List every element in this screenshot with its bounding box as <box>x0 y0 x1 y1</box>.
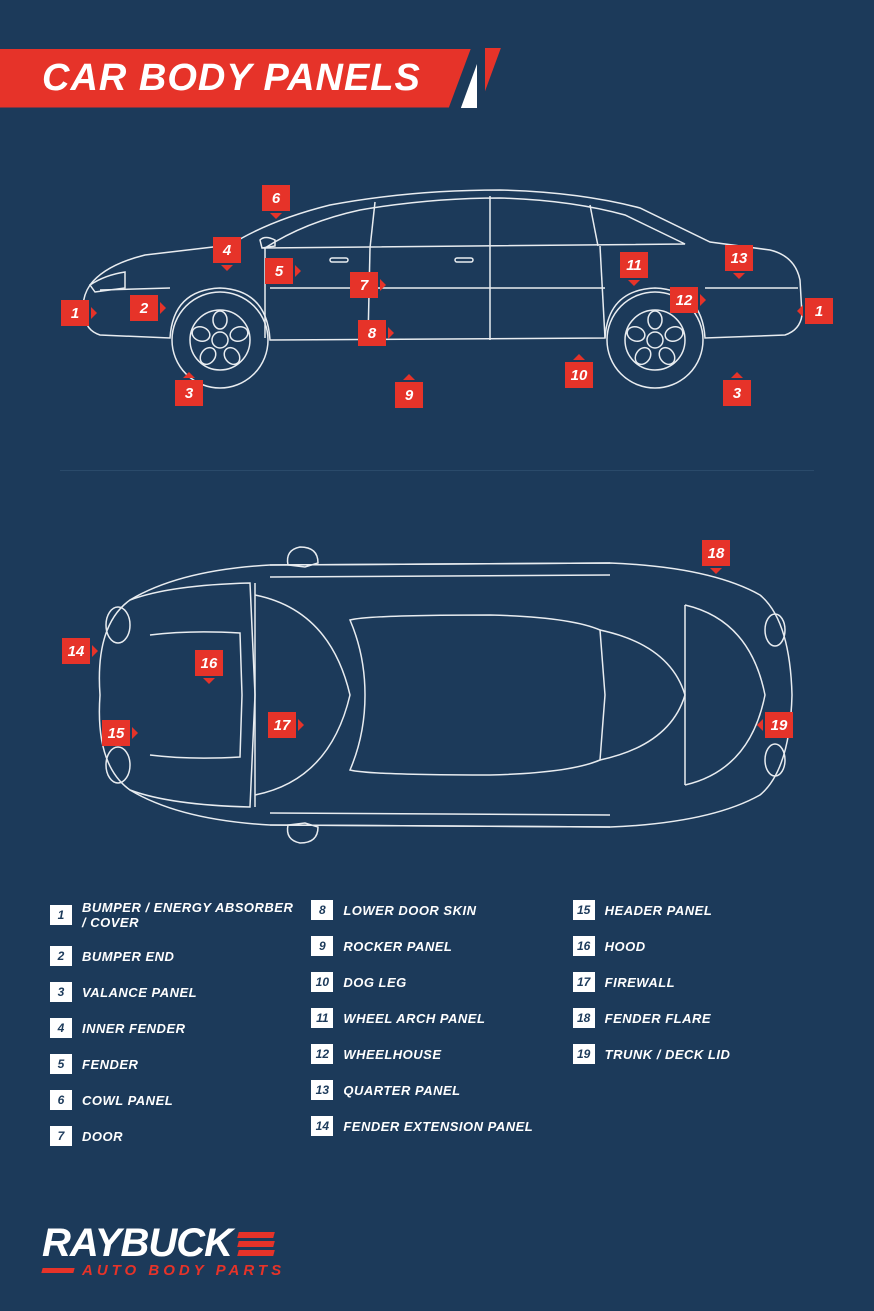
logo-text: RAYBUCK <box>42 1221 232 1266</box>
legend-num: 18 <box>573 1008 595 1028</box>
legend-item-7: 7 DOOR <box>50 1126 301 1146</box>
legend-num: 1 <box>50 905 72 925</box>
legend-label: QUARTER PANEL <box>343 1083 460 1098</box>
logo-stripes-icon <box>238 1232 274 1256</box>
legend-item-5: 5 FENDER <box>50 1054 301 1074</box>
car-side-outline <box>70 180 810 410</box>
legend-item-12: 12 WHEELHOUSE <box>311 1044 562 1064</box>
legend-num: 12 <box>311 1044 333 1064</box>
legend-label: COWL PANEL <box>82 1093 173 1108</box>
legend-item-15: 15 HEADER PANEL <box>573 900 824 920</box>
page-title: CAR BODY PANELS <box>0 49 471 108</box>
legend-label: ROCKER PANEL <box>343 939 452 954</box>
legend-item-1: 1 BUMPER / ENERGY ABSORBER / COVER <box>50 900 301 930</box>
legend-label: BUMPER END <box>82 949 174 964</box>
marker-17: 17 <box>268 712 296 738</box>
legend-label: BUMPER / ENERGY ABSORBER / COVER <box>82 900 301 930</box>
legend-num: 3 <box>50 982 72 1002</box>
logo-main: RAYBUCK <box>42 1221 285 1266</box>
marker-2: 2 <box>130 295 158 321</box>
marker-1: 1 <box>805 298 833 324</box>
legend-label: WHEEL ARCH PANEL <box>343 1011 485 1026</box>
legend-item-6: 6 COWL PANEL <box>50 1090 301 1110</box>
legend-item-10: 10 DOG LEG <box>311 972 562 992</box>
marker-16: 16 <box>195 650 223 676</box>
legend-label: TRUNK / DECK LID <box>605 1047 731 1062</box>
legend-label: FENDER EXTENSION PANEL <box>343 1119 533 1134</box>
legend-label: LOWER DOOR SKIN <box>343 903 476 918</box>
legend: 1 BUMPER / ENERGY ABSORBER / COVER 2 BUMPER… <box>50 900 824 1146</box>
marker-19: 19 <box>765 712 793 738</box>
marker-4: 4 <box>213 237 241 263</box>
marker-7: 7 <box>350 272 378 298</box>
marker-6: 6 <box>262 185 290 211</box>
marker-15: 15 <box>102 720 130 746</box>
legend-item-18: 18 FENDER FLARE <box>573 1008 824 1028</box>
legend-num: 13 <box>311 1080 333 1100</box>
marker-3: 3 <box>175 380 203 406</box>
marker-3: 3 <box>723 380 751 406</box>
legend-num: 19 <box>573 1044 595 1064</box>
legend-col-2: 8 LOWER DOOR SKIN 9 ROCKER PANEL 10 DOG LEG 11… <box>311 900 562 1146</box>
legend-label: WHEELHOUSE <box>343 1047 441 1062</box>
legend-item-11: 11 WHEEL ARCH PANEL <box>311 1008 562 1028</box>
legend-num: 4 <box>50 1018 72 1038</box>
section-divider <box>60 470 814 471</box>
marker-1: 1 <box>61 300 89 326</box>
marker-9: 9 <box>395 382 423 408</box>
legend-num: 7 <box>50 1126 72 1146</box>
title-banner: CAR BODY PANELS <box>0 48 501 108</box>
brand-logo: RAYBUCK AUTO BODY PARTS <box>42 1221 285 1279</box>
legend-num: 15 <box>573 900 595 920</box>
legend-num: 5 <box>50 1054 72 1074</box>
legend-num: 16 <box>573 936 595 956</box>
legend-label: HOOD <box>605 939 646 954</box>
legend-label: FENDER <box>82 1057 138 1072</box>
marker-11: 11 <box>620 252 648 278</box>
legend-col-3: 15 HEADER PANEL 16 HOOD 17 FIREWALL 18 FENDER F… <box>573 900 824 1146</box>
legend-label: DOG LEG <box>343 975 406 990</box>
marker-12: 12 <box>670 287 698 313</box>
car-top-outline <box>70 535 810 855</box>
legend-item-17: 17 FIREWALL <box>573 972 824 992</box>
marker-18: 18 <box>702 540 730 566</box>
legend-label: INNER FENDER <box>82 1021 186 1036</box>
marker-10: 10 <box>565 362 593 388</box>
legend-label: VALANCE PANEL <box>82 985 197 1000</box>
legend-item-4: 4 INNER FENDER <box>50 1018 301 1038</box>
legend-label: FIREWALL <box>605 975 675 990</box>
legend-item-14: 14 FENDER EXTENSION PANEL <box>311 1116 562 1136</box>
marker-5: 5 <box>265 258 293 284</box>
legend-item-9: 9 ROCKER PANEL <box>311 936 562 956</box>
legend-label: DOOR <box>82 1129 123 1144</box>
legend-num: 14 <box>311 1116 333 1136</box>
legend-item-3: 3 VALANCE PANEL <box>50 982 301 1002</box>
legend-label: FENDER FLARE <box>605 1011 711 1026</box>
legend-num: 2 <box>50 946 72 966</box>
legend-num: 8 <box>311 900 333 920</box>
legend-item-16: 16 HOOD <box>573 936 824 956</box>
marker-8: 8 <box>358 320 386 346</box>
legend-col-1: 1 BUMPER / ENERGY ABSORBER / COVER 2 BUMPER… <box>50 900 301 1146</box>
legend-label: HEADER PANEL <box>605 903 713 918</box>
legend-num: 17 <box>573 972 595 992</box>
legend-num: 11 <box>311 1008 333 1028</box>
legend-item-13: 13 QUARTER PANEL <box>311 1080 562 1100</box>
legend-item-2: 2 BUMPER END <box>50 946 301 966</box>
legend-num: 6 <box>50 1090 72 1110</box>
legend-num: 9 <box>311 936 333 956</box>
legend-num: 10 <box>311 972 333 992</box>
marker-14: 14 <box>62 638 90 664</box>
marker-13: 13 <box>725 245 753 271</box>
legend-item-8: 8 LOWER DOOR SKIN <box>311 900 562 920</box>
legend-item-19: 19 TRUNK / DECK LID <box>573 1044 824 1064</box>
